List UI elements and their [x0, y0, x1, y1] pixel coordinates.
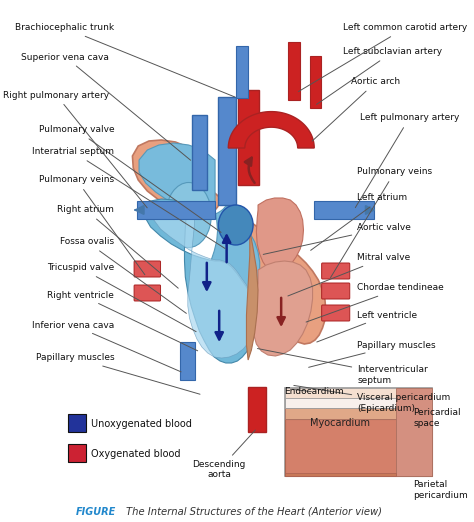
FancyBboxPatch shape [285, 398, 396, 408]
Text: Pulmonary veins: Pulmonary veins [330, 168, 432, 278]
FancyBboxPatch shape [137, 201, 215, 219]
Polygon shape [145, 199, 255, 363]
Text: Inferior vena cava: Inferior vena cava [32, 321, 181, 372]
FancyBboxPatch shape [68, 414, 86, 432]
Polygon shape [139, 143, 260, 338]
Text: Parietal
pericardium: Parietal pericardium [413, 480, 468, 500]
FancyBboxPatch shape [322, 283, 350, 299]
FancyBboxPatch shape [181, 342, 195, 380]
FancyBboxPatch shape [238, 90, 259, 185]
FancyBboxPatch shape [68, 444, 86, 462]
Text: Right ventricle: Right ventricle [47, 291, 198, 351]
Text: Tricuspid valve: Tricuspid valve [47, 264, 196, 331]
Polygon shape [228, 112, 314, 148]
Text: Left subclavian artery: Left subclavian artery [317, 48, 442, 104]
Polygon shape [253, 261, 312, 356]
Text: Fossa ovalis: Fossa ovalis [60, 238, 186, 313]
Text: Myocardium: Myocardium [310, 418, 370, 428]
Text: Right atrium: Right atrium [57, 206, 178, 288]
Polygon shape [256, 198, 303, 273]
Text: Papillary muscles: Papillary muscles [309, 340, 436, 367]
Polygon shape [154, 203, 255, 358]
Text: Left common carotid artery: Left common carotid artery [299, 23, 467, 91]
Text: Chordae tendineae: Chordae tendineae [306, 283, 444, 322]
Text: Brachiocephalic trunk: Brachiocephalic trunk [15, 23, 235, 97]
Polygon shape [246, 230, 258, 360]
Text: Left atrium: Left atrium [310, 194, 407, 251]
FancyBboxPatch shape [322, 263, 350, 279]
FancyBboxPatch shape [218, 97, 236, 205]
FancyBboxPatch shape [285, 388, 432, 476]
Text: Right pulmonary artery: Right pulmonary artery [3, 90, 147, 208]
FancyBboxPatch shape [236, 46, 248, 98]
FancyBboxPatch shape [285, 419, 432, 476]
Text: Pulmonary veins: Pulmonary veins [39, 175, 145, 275]
Text: Left ventricle: Left ventricle [317, 311, 417, 342]
FancyBboxPatch shape [322, 305, 350, 321]
Text: Unoxygenated blood: Unoxygenated blood [91, 419, 192, 429]
Text: Oxygenated blood: Oxygenated blood [91, 449, 181, 459]
Text: Pulmonary valve: Pulmonary valve [39, 125, 221, 232]
FancyBboxPatch shape [310, 56, 321, 108]
Text: Superior vena cava: Superior vena cava [21, 53, 191, 160]
Text: Left pulmonary artery: Left pulmonary artery [356, 113, 459, 208]
FancyBboxPatch shape [134, 285, 161, 301]
FancyBboxPatch shape [288, 42, 300, 100]
Text: The Internal Structures of the Heart (Anterior view): The Internal Structures of the Heart (An… [126, 507, 382, 517]
FancyBboxPatch shape [285, 473, 396, 476]
Text: Visceral pericardium
(Epicardium): Visceral pericardium (Epicardium) [294, 385, 450, 413]
FancyBboxPatch shape [248, 387, 266, 432]
Text: Interventricular
septum: Interventricular septum [257, 349, 428, 385]
FancyBboxPatch shape [285, 408, 432, 419]
Text: Aortic valve: Aortic valve [263, 223, 411, 254]
Ellipse shape [219, 205, 253, 245]
Polygon shape [132, 140, 326, 344]
Text: Interatrial septum: Interatrial septum [32, 148, 225, 248]
Ellipse shape [166, 183, 211, 247]
Text: FIGURE: FIGURE [76, 507, 117, 517]
Text: Mitral valve: Mitral valve [288, 254, 410, 296]
Text: Aortic arch: Aortic arch [312, 77, 401, 141]
FancyBboxPatch shape [192, 115, 207, 190]
Text: Pericardial
space: Pericardial space [413, 408, 461, 428]
Text: Papillary muscles: Papillary muscles [36, 353, 200, 394]
FancyBboxPatch shape [314, 201, 374, 219]
Text: Endocardium: Endocardium [284, 387, 344, 397]
FancyBboxPatch shape [396, 388, 432, 476]
FancyBboxPatch shape [134, 261, 161, 277]
Text: Descending
aorta: Descending aorta [192, 430, 255, 479]
